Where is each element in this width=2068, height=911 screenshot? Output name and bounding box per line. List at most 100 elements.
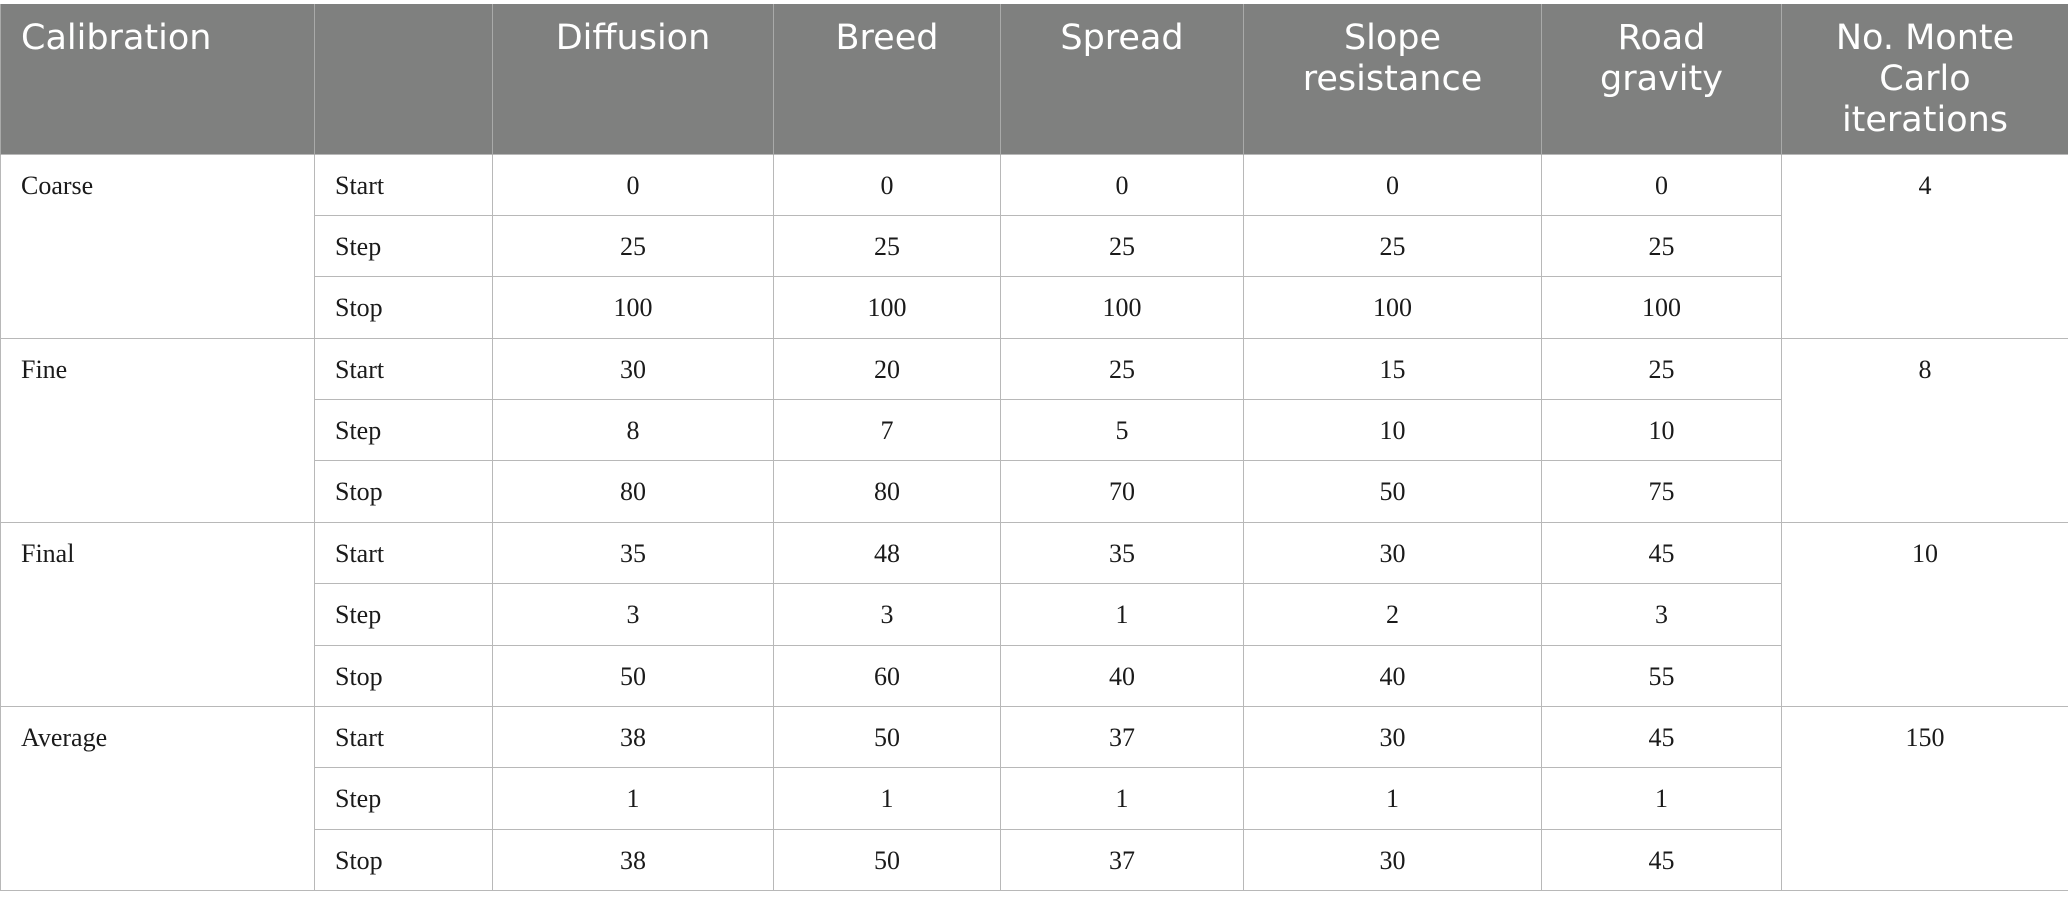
value-cell: 25: [1243, 214, 1542, 278]
value-cell: 100: [1243, 276, 1542, 339]
header-monte-carlo-iterations: No. Monte Carlo iterations: [1781, 4, 2068, 154]
bound-label-cell: Start: [314, 337, 493, 401]
value-cell: 55: [1541, 644, 1782, 708]
value-cell: 50: [1243, 460, 1542, 523]
bound-label-cell: Stop: [314, 460, 493, 523]
bound-label-cell: Step: [314, 399, 493, 462]
value-cell: 7: [773, 399, 1001, 462]
header-slope-resistance: Slope resistance: [1243, 4, 1542, 154]
value-cell: 0: [1243, 153, 1542, 216]
header-calibration: Calibration: [0, 4, 315, 154]
table-row: Average Start 38 50 37 30 45 150: [0, 706, 2068, 892]
value-cell: 35: [1000, 521, 1244, 585]
value-cell: 1: [492, 767, 774, 830]
table-header: Calibration Diffusion Breed Spread Slope…: [0, 4, 2068, 154]
value-cell: 25: [1541, 337, 1782, 401]
table-row: Step 1 1 1 1 1: [1, 767, 2068, 830]
value-cell: 25: [492, 214, 774, 278]
table-row: Stop 100 100 100 100 100: [1, 276, 2068, 339]
value-cell: 60: [773, 644, 1001, 708]
calibration-table: Calibration Diffusion Breed Spread Slope…: [0, 4, 2068, 892]
bound-label-cell: Step: [314, 214, 493, 278]
value-cell: 75: [1541, 460, 1782, 523]
value-cell: 45: [1541, 521, 1782, 585]
value-cell: 38: [492, 828, 774, 892]
value-cell: 1: [1243, 767, 1542, 830]
calibration-phase-cell: Coarse: [0, 153, 315, 339]
bound-label-cell: Stop: [314, 644, 493, 708]
value-cell: 3: [773, 583, 1001, 646]
value-cell: 8: [492, 399, 774, 462]
header-spread: Spread: [1000, 4, 1244, 154]
table-row: Stop 38 50 37 30 45: [1, 828, 2068, 892]
value-cell: 40: [1243, 644, 1542, 708]
value-cell: 37: [1000, 706, 1244, 769]
bound-label-cell: Start: [314, 153, 493, 216]
value-cell: 0: [492, 153, 774, 216]
value-cell: 25: [1000, 337, 1244, 401]
value-cell: 0: [1000, 153, 1244, 216]
value-cell: 48: [773, 521, 1001, 585]
value-cell: 1: [1541, 767, 1782, 830]
value-cell: 10: [1243, 399, 1542, 462]
monte-carlo-iterations-cell: 10: [1781, 521, 2068, 708]
header-bound: [314, 4, 493, 154]
bound-label-cell: Start: [314, 521, 493, 585]
monte-carlo-iterations-cell: 4: [1781, 153, 2068, 339]
header-breed: Breed: [773, 4, 1001, 154]
table-row: Fine Start 30 20 25 15 25 8: [0, 337, 2068, 523]
value-cell: 45: [1541, 706, 1782, 769]
header-diffusion: Diffusion: [492, 4, 774, 154]
value-cell: 45: [1541, 828, 1782, 892]
value-cell: 80: [773, 460, 1001, 523]
value-cell: 25: [773, 214, 1001, 278]
value-cell: 10: [1541, 399, 1782, 462]
calibration-phase-cell: Average: [0, 706, 315, 892]
table-row: Step 8 7 5 10 10: [1, 399, 2068, 462]
value-cell: 25: [1000, 214, 1244, 278]
value-cell: 30: [1243, 828, 1542, 892]
monte-carlo-iterations-cell: 8: [1781, 337, 2068, 523]
value-cell: 15: [1243, 337, 1542, 401]
value-cell: 0: [1541, 153, 1782, 216]
value-cell: 5: [1000, 399, 1244, 462]
value-cell: 37: [1000, 828, 1244, 892]
value-cell: 50: [492, 644, 774, 708]
bound-label-cell: Stop: [314, 828, 493, 892]
value-cell: 1: [773, 767, 1001, 830]
value-cell: 35: [492, 521, 774, 585]
value-cell: 20: [773, 337, 1001, 401]
bound-label-cell: Start: [314, 706, 493, 769]
table-row: Step 3 3 1 2 3: [1, 583, 2068, 646]
value-cell: 2: [1243, 583, 1542, 646]
value-cell: 80: [492, 460, 774, 523]
monte-carlo-iterations-cell: 150: [1781, 706, 2068, 892]
value-cell: 1: [1000, 767, 1244, 830]
value-cell: 100: [492, 276, 774, 339]
value-cell: 70: [1000, 460, 1244, 523]
header-road-gravity: Road gravity: [1541, 4, 1782, 154]
bound-label-cell: Step: [314, 583, 493, 646]
table-row: Stop 50 60 40 40 55: [1, 644, 2068, 708]
calibration-phase-cell: Fine: [0, 337, 315, 523]
value-cell: 25: [1541, 214, 1782, 278]
value-cell: 3: [1541, 583, 1782, 646]
value-cell: 50: [773, 706, 1001, 769]
value-cell: 30: [1243, 706, 1542, 769]
calibration-phase-cell: Final: [0, 521, 315, 708]
value-cell: 100: [773, 276, 1001, 339]
value-cell: 3: [492, 583, 774, 646]
table-row: Coarse Start 0 0 0 0 0 4: [0, 153, 2068, 339]
value-cell: 38: [492, 706, 774, 769]
value-cell: 0: [773, 153, 1001, 216]
table-body: Coarse Start 0 0 0 0 0 4 Step 25 25 25 25 25 Stop 100 10…: [0, 153, 2068, 892]
table-row: Final Start 35 48 35 30 45 10: [0, 521, 2068, 708]
value-cell: 40: [1000, 644, 1244, 708]
bound-label-cell: Stop: [314, 276, 493, 339]
value-cell: 100: [1541, 276, 1782, 339]
value-cell: 50: [773, 828, 1001, 892]
bound-label-cell: Step: [314, 767, 493, 830]
value-cell: 30: [492, 337, 774, 401]
value-cell: 30: [1243, 521, 1542, 585]
value-cell: 1: [1000, 583, 1244, 646]
